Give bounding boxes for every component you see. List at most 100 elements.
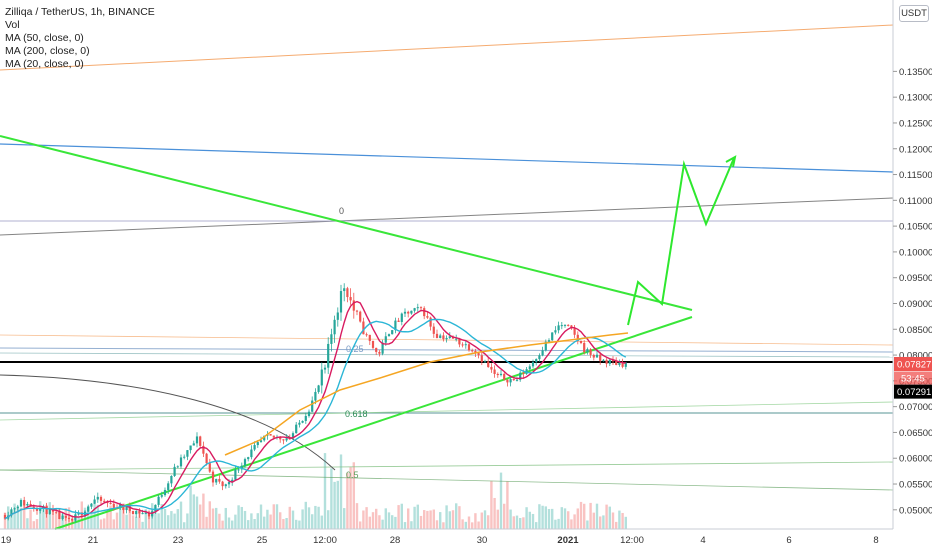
volume-bar — [208, 501, 211, 529]
volume-bar — [403, 522, 407, 529]
volume-bar — [554, 519, 557, 529]
candle-body — [416, 307, 419, 309]
candle-body — [291, 433, 295, 439]
volume-bar — [131, 515, 135, 529]
candle-body — [199, 436, 202, 446]
volume-bar — [599, 516, 602, 529]
volume-bar — [493, 497, 496, 529]
candle-body — [519, 372, 522, 380]
price-tick-label: 0.05000 — [899, 505, 932, 516]
candle-body — [23, 500, 26, 506]
volume-bar — [339, 454, 343, 529]
volume-bar — [157, 513, 160, 529]
volume-bar — [295, 519, 298, 529]
volume-bar — [573, 514, 576, 529]
volume-bar — [368, 516, 371, 529]
volume-bar — [496, 509, 499, 529]
price-tick-label: 0.08500 — [899, 325, 932, 336]
candle-body — [202, 445, 205, 454]
candle-body — [394, 320, 397, 331]
candle-body — [583, 343, 586, 353]
volume-bar — [384, 508, 387, 529]
volume-bar — [19, 507, 23, 529]
currency-selector[interactable]: USDT — [899, 5, 929, 22]
candle-body — [432, 326, 435, 334]
candle-body — [218, 478, 221, 482]
volume-bar — [314, 505, 317, 529]
volume-bar — [519, 517, 522, 529]
gray-channel-line — [0, 197, 894, 236]
volume-bar — [311, 514, 314, 529]
volume-bar — [122, 503, 125, 529]
candle-body — [87, 506, 90, 512]
candle-body — [439, 335, 442, 338]
projection-line — [627, 157, 735, 326]
candle-body — [314, 391, 317, 401]
volume-bar — [535, 522, 538, 529]
candle-body — [493, 369, 496, 374]
volume-bar — [202, 493, 205, 529]
volume-bar — [343, 508, 346, 529]
volume-bar — [23, 504, 26, 529]
volume-bar — [10, 514, 13, 529]
legend-ma50[interactable]: MA (50, close, 0) — [5, 32, 84, 44]
candle-body — [176, 466, 179, 468]
candle-body — [429, 317, 432, 327]
volume-bar — [211, 508, 215, 529]
volume-bar — [119, 506, 122, 529]
time-tick-label: 19 — [1, 535, 12, 546]
projection-arrowhead — [725, 155, 737, 168]
volume-bar — [99, 519, 103, 529]
volume-bar — [477, 521, 480, 529]
candle-body — [595, 354, 599, 358]
volume-bar — [499, 472, 503, 529]
candle-body — [179, 457, 183, 467]
candle-body — [573, 328, 576, 335]
volume-bar — [237, 505, 240, 529]
price-tick-label: 0.10000 — [899, 247, 932, 258]
candle-body — [35, 508, 39, 511]
volume-bar — [381, 519, 384, 529]
volume-bar — [291, 510, 295, 529]
candle-body — [471, 350, 474, 352]
candle-body — [602, 359, 605, 361]
candle-body — [215, 478, 218, 483]
candle-body — [458, 338, 461, 345]
candle-body — [368, 334, 371, 341]
candle-body — [112, 503, 115, 508]
volume-bar — [77, 517, 80, 529]
candle-body — [259, 440, 263, 443]
candle-body — [317, 385, 320, 392]
price-tick-label: 0.13500 — [899, 67, 932, 78]
candle-body — [279, 436, 282, 440]
candle-body — [563, 324, 567, 326]
legend-ma200[interactable]: MA (200, close, 0) — [5, 45, 90, 57]
price-tick-label: 0.11000 — [899, 196, 932, 207]
volume-bar — [253, 519, 256, 529]
candle-body — [221, 481, 224, 487]
volume-bar — [128, 506, 131, 529]
candle-body — [240, 465, 243, 470]
volume-bar — [103, 518, 106, 529]
volume-bar — [307, 507, 311, 529]
time-tick-label: 6 — [786, 535, 791, 546]
candle-body — [483, 361, 487, 363]
green-channel-line — [0, 401, 894, 421]
volume-bar — [583, 503, 586, 529]
legend-volume[interactable]: Vol — [5, 19, 20, 31]
candle-body — [352, 300, 355, 311]
candle-body — [426, 316, 429, 318]
volume-bar — [215, 507, 218, 529]
moving-averages — [4, 300, 629, 520]
legend-ma20[interactable]: MA (20, close, 0) — [5, 58, 84, 70]
candle-body — [163, 489, 167, 496]
countdown-label: 53:45 — [901, 373, 925, 384]
candle-body — [445, 337, 448, 340]
candle-body — [323, 367, 327, 370]
candle-body — [272, 435, 275, 438]
volume-bar — [272, 504, 275, 529]
volume-bar — [605, 504, 608, 529]
volume-bar — [154, 506, 157, 529]
candle-body — [576, 334, 579, 342]
